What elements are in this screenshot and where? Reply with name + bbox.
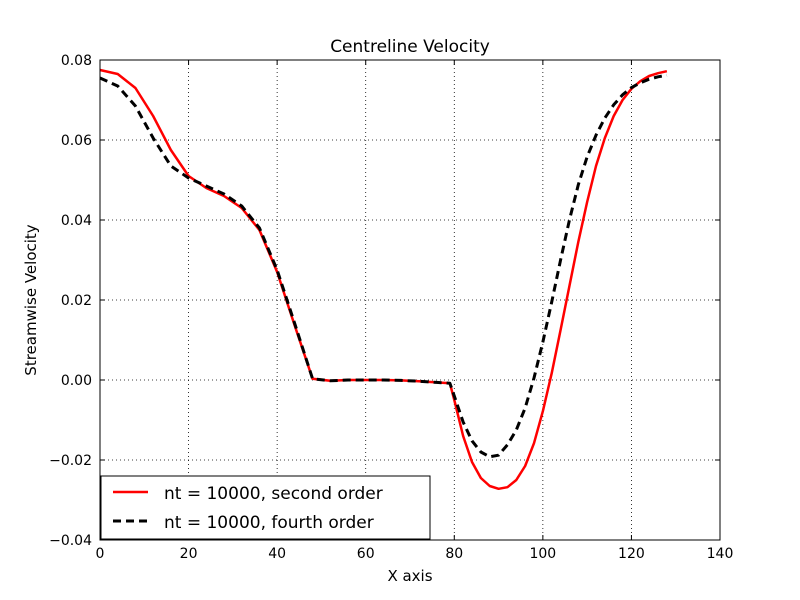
grid (100, 60, 720, 540)
x-tick-label: 20 (180, 546, 198, 562)
series-layer (99, 68, 668, 491)
x-tick-label: 140 (707, 546, 734, 562)
series-line-fourth-order (99, 73, 668, 459)
ticks (99, 59, 721, 541)
y-tick-label: 0.00 (61, 373, 92, 389)
x-axis-label: X axis (387, 567, 432, 585)
series-line-second-order (99, 68, 668, 491)
chart-title: Centreline Velocity (330, 37, 490, 57)
x-tick-labels: 0 20 40 60 80 100 120 140 (96, 546, 734, 562)
legend: nt = 10000, second order nt = 10000, fou… (100, 475, 431, 540)
x-tick-label: 0 (96, 546, 105, 562)
x-tick-label: 120 (618, 546, 645, 562)
y-tick-label: 0.02 (61, 293, 92, 309)
y-tick-label: 0.04 (61, 213, 92, 229)
y-tick-label: 0.08 (61, 53, 92, 69)
x-tick-label: 60 (357, 546, 375, 562)
legend-label-fourth-order: nt = 10000, fourth order (164, 513, 374, 533)
y-tick-label: −0.04 (49, 533, 92, 549)
y-tick-labels: −0.04 −0.02 0.00 0.02 0.04 0.06 0.08 (49, 53, 92, 549)
x-tick-label: 80 (445, 546, 463, 562)
y-tick-label: 0.06 (61, 133, 92, 149)
x-tick-label: 40 (268, 546, 286, 562)
legend-label-second-order: nt = 10000, second order (164, 484, 383, 504)
legend-box (100, 475, 431, 540)
y-tick-label: −0.02 (49, 453, 92, 469)
x-tick-label: 100 (529, 546, 556, 562)
y-axis-label: Streamwise Velocity (22, 224, 40, 375)
